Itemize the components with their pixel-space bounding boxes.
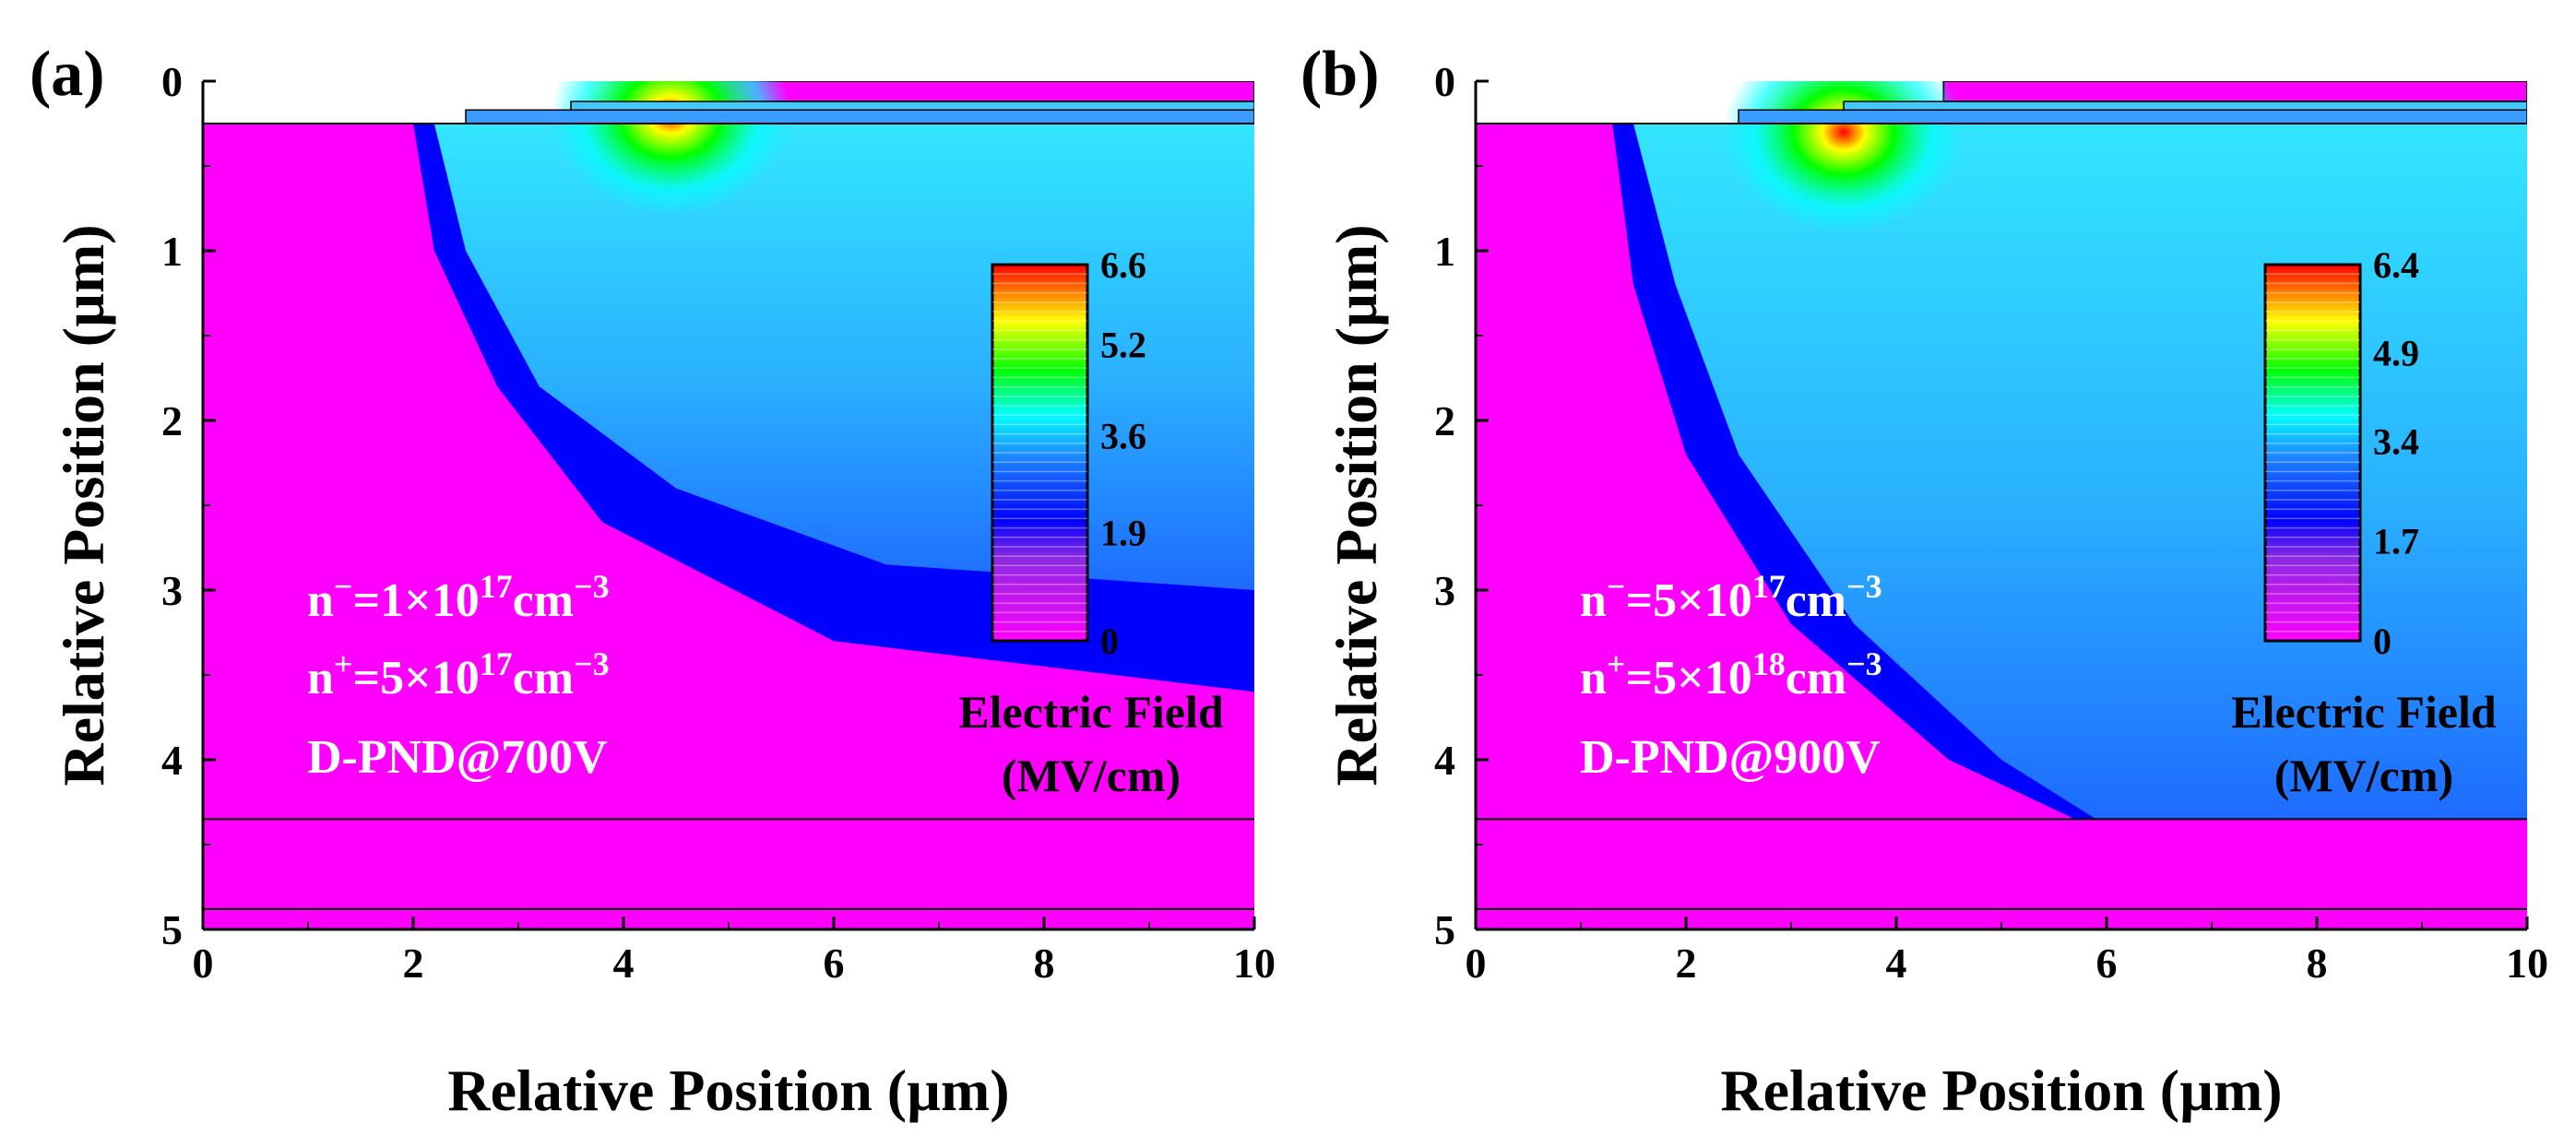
colorbar-tick-label: 4.9 — [2373, 333, 2419, 374]
x-tick-label: 8 — [2307, 940, 2328, 987]
x-tick-label: 0 — [193, 940, 214, 987]
label-exp: 17 — [480, 645, 513, 682]
colorbar-tick-label: 6.4 — [2373, 244, 2419, 286]
label-unit-exp: −3 — [1846, 645, 1882, 682]
colorbar-title: Electric Field — [958, 686, 1224, 738]
colorbar-tick-label: 0 — [2373, 621, 2392, 662]
label-mid: =5×10 — [352, 652, 479, 704]
label-n: n — [1580, 652, 1607, 704]
y-tick-label: 3 — [161, 567, 183, 614]
x-tick-label: 10 — [2506, 940, 2548, 987]
colorbar-gradient — [2263, 263, 2362, 643]
y-axis-label: Relative Position (µm) — [51, 224, 116, 786]
colorbar-tick-label: 1.9 — [1100, 513, 1146, 554]
label-n: n — [307, 574, 334, 627]
colorbar-tick-label: 5.2 — [1100, 325, 1146, 366]
y-tick-label: 1 — [161, 228, 183, 275]
y-tick-label: 3 — [1434, 567, 1455, 614]
colorbar: 6.4 4.9 3.4 1.7 0 Electric Field (MV/cm) — [2231, 244, 2497, 801]
label-n: n — [307, 652, 334, 704]
field-map — [203, 81, 1254, 929]
panel-label: (a) — [30, 39, 105, 110]
surface-layer-top — [570, 101, 1254, 112]
label-exp: 17 — [1752, 568, 1786, 605]
doping-label-n-minus: n−=1×1017cm−3 — [307, 568, 610, 627]
x-tick-label: 10 — [1233, 940, 1276, 987]
colorbar-tick-label: 3.6 — [1100, 415, 1146, 456]
x-tick-label: 0 — [1466, 940, 1487, 987]
colorbar-gradient — [991, 263, 1089, 643]
label-sup: + — [334, 645, 353, 682]
y-axis-label: Relative Position (µm) — [1324, 224, 1389, 786]
top-electrode — [1942, 81, 2527, 103]
colorbar-unit: (MV/cm) — [1002, 750, 1181, 801]
label-unit: cm — [513, 574, 574, 627]
x-axis-label: Relative Position (µm) — [1720, 1058, 2282, 1123]
x-tick-label: 8 — [1034, 940, 1055, 987]
colorbar-title: Electric Field — [2231, 686, 2497, 738]
label-mid: =5×10 — [1625, 574, 1751, 627]
label-n: n — [1580, 574, 1607, 627]
surface-layer-top — [1843, 101, 2527, 112]
doping-label-n-minus: n−=5×1017cm−3 — [1580, 568, 1882, 627]
label-unit: cm — [513, 652, 574, 704]
x-tick-label: 2 — [1676, 940, 1697, 987]
x-axis-label: Relative Position (µm) — [447, 1058, 1009, 1123]
label-sup: − — [1607, 568, 1626, 605]
label-unit-exp: −3 — [1846, 568, 1882, 605]
colorbar-tick-label: 0 — [1100, 621, 1119, 662]
label-exp: 18 — [1752, 645, 1786, 682]
colorbar-tick-label: 6.6 — [1100, 244, 1146, 286]
bias-label: D-PND@700V — [307, 731, 608, 784]
colorbar-unit: (MV/cm) — [2274, 750, 2453, 801]
x-tick-label: 2 — [403, 940, 424, 987]
surface-layer — [1738, 109, 2527, 124]
colorbar: 6.6 5.2 3.6 1.9 0 Electric Field (MV/cm) — [958, 244, 1224, 801]
doping-label-n-plus: n+=5×1018cm−3 — [1580, 645, 1882, 704]
y-tick-label: 0 — [161, 58, 183, 105]
bias-label: D-PND@900V — [1580, 731, 1881, 784]
label-unit-exp: −3 — [574, 568, 610, 605]
y-tick-label: 4 — [1434, 737, 1455, 784]
surface-layer — [465, 109, 1254, 124]
y-tick-label: 5 — [161, 906, 183, 953]
x-tick-label: 4 — [613, 940, 635, 987]
y-tick-label: 1 — [1434, 228, 1455, 275]
y-tick-label: 2 — [1434, 397, 1455, 444]
x-tick-label: 6 — [824, 940, 845, 987]
x-tick-label: 4 — [1886, 940, 1907, 987]
label-exp: 17 — [480, 568, 513, 605]
panel-label: (b) — [1300, 39, 1380, 110]
label-unit: cm — [1786, 652, 1846, 704]
y-tick-label: 2 — [161, 397, 183, 444]
doping-label-n-plus: n+=5×1017cm−3 — [307, 645, 610, 704]
label-sup: − — [334, 568, 353, 605]
substrate-layer — [1476, 819, 2527, 929]
colorbar-tick-label: 3.4 — [2373, 420, 2419, 462]
y-tick-label: 0 — [1434, 58, 1455, 105]
label-sup: + — [1607, 645, 1626, 682]
colorbar-tick-label: 1.7 — [2373, 521, 2419, 562]
field-peak-hotspot — [1724, 81, 1964, 234]
panel-b: 0 2 4 6 8 10 0 1 2 3 4 5 Relative Position (µm) Relat… — [1300, 39, 2548, 1123]
label-unit: cm — [1786, 574, 1846, 627]
substrate-layer — [203, 819, 1254, 929]
label-mid: =5×10 — [1625, 652, 1751, 704]
y-tick-label: 4 — [161, 737, 183, 784]
label-mid: =1×10 — [352, 574, 479, 627]
panel-a: 0 2 4 6 8 10 0 1 2 3 4 5 Relative Position (µm) Relat… — [30, 39, 1276, 1123]
y-tick-label: 5 — [1434, 906, 1455, 953]
x-tick-label: 6 — [2096, 940, 2118, 987]
label-unit-exp: −3 — [574, 645, 610, 682]
